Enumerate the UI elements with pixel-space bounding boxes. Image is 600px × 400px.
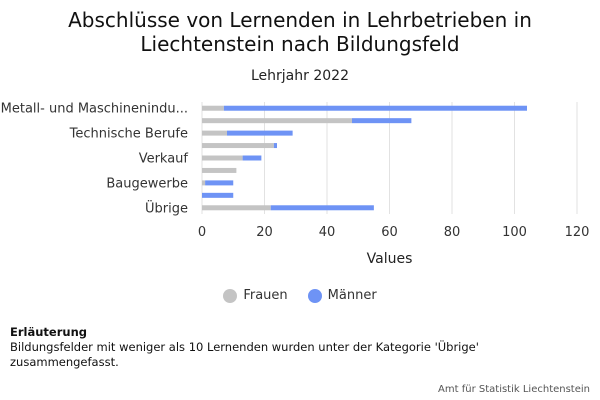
legend-item-maenner[interactable]: Männer	[307, 288, 377, 303]
x-tick-label-80: 80	[444, 225, 461, 240]
x-tick-label-100: 100	[502, 225, 527, 240]
x-axis-label: Values	[367, 251, 413, 267]
note-text: Bildungsfelder mit weniger als 10 Lernen…	[10, 340, 479, 369]
bar-frauen-0	[202, 105, 224, 111]
note-title: Erläuterung	[10, 325, 87, 339]
bar-männer-8	[270, 205, 374, 211]
bar-männer-2	[227, 130, 293, 136]
x-tick-label-60: 60	[381, 225, 398, 240]
y-category-label-8: Übrige	[145, 199, 188, 216]
bar-frauen-1	[202, 118, 352, 124]
chart-subtitle: Lehrjahr 2022	[251, 68, 349, 84]
legend-label-frauen: Frauen	[243, 288, 288, 303]
bar-frauen-4	[202, 155, 243, 161]
y-category-label-0: Metall- und Maschinenindu...	[1, 102, 188, 117]
legend-marker-frauen	[223, 288, 238, 303]
bar-männer-7	[202, 192, 234, 198]
bar-frauen-8	[202, 205, 271, 211]
y-category-label-6: Baugewerbe	[106, 176, 188, 191]
bar-männer-0	[223, 105, 527, 111]
bar-chart: 0 20 40 60 80 100 120 Values Metall- und Maschin…	[1, 102, 590, 267]
explanation-note: Erläuterung Bildungsfelder mit weniger a…	[10, 325, 570, 370]
x-tick-label-40: 40	[319, 225, 336, 240]
x-tick-label-120: 120	[565, 225, 590, 240]
chart-title: Abschlüsse von Lernenden in Lehrbetriebe…	[68, 8, 532, 56]
bar-frauen-6	[202, 180, 206, 186]
source-credit: Amt für Statistik Liechtenstein	[438, 384, 590, 395]
bar-frauen-5	[202, 167, 237, 173]
x-tick-label-20: 20	[256, 225, 273, 240]
bar-frauen-2	[202, 130, 227, 136]
legend-label-maenner: Männer	[327, 288, 377, 303]
bar-frauen-3	[202, 143, 274, 149]
bar-männer-4	[242, 155, 262, 161]
bar-männer-1	[352, 118, 412, 124]
y-category-label-2: Technische Berufe	[69, 127, 188, 142]
legend: Frauen Männer	[0, 288, 600, 303]
legend-marker-maenner	[307, 288, 322, 303]
y-category-label-4: Verkauf	[139, 152, 189, 167]
bar-männer-6	[205, 180, 234, 186]
bar-männer-3	[273, 143, 277, 149]
legend-item-frauen[interactable]: Frauen	[223, 288, 288, 303]
x-tick-label-0: 0	[198, 225, 206, 240]
